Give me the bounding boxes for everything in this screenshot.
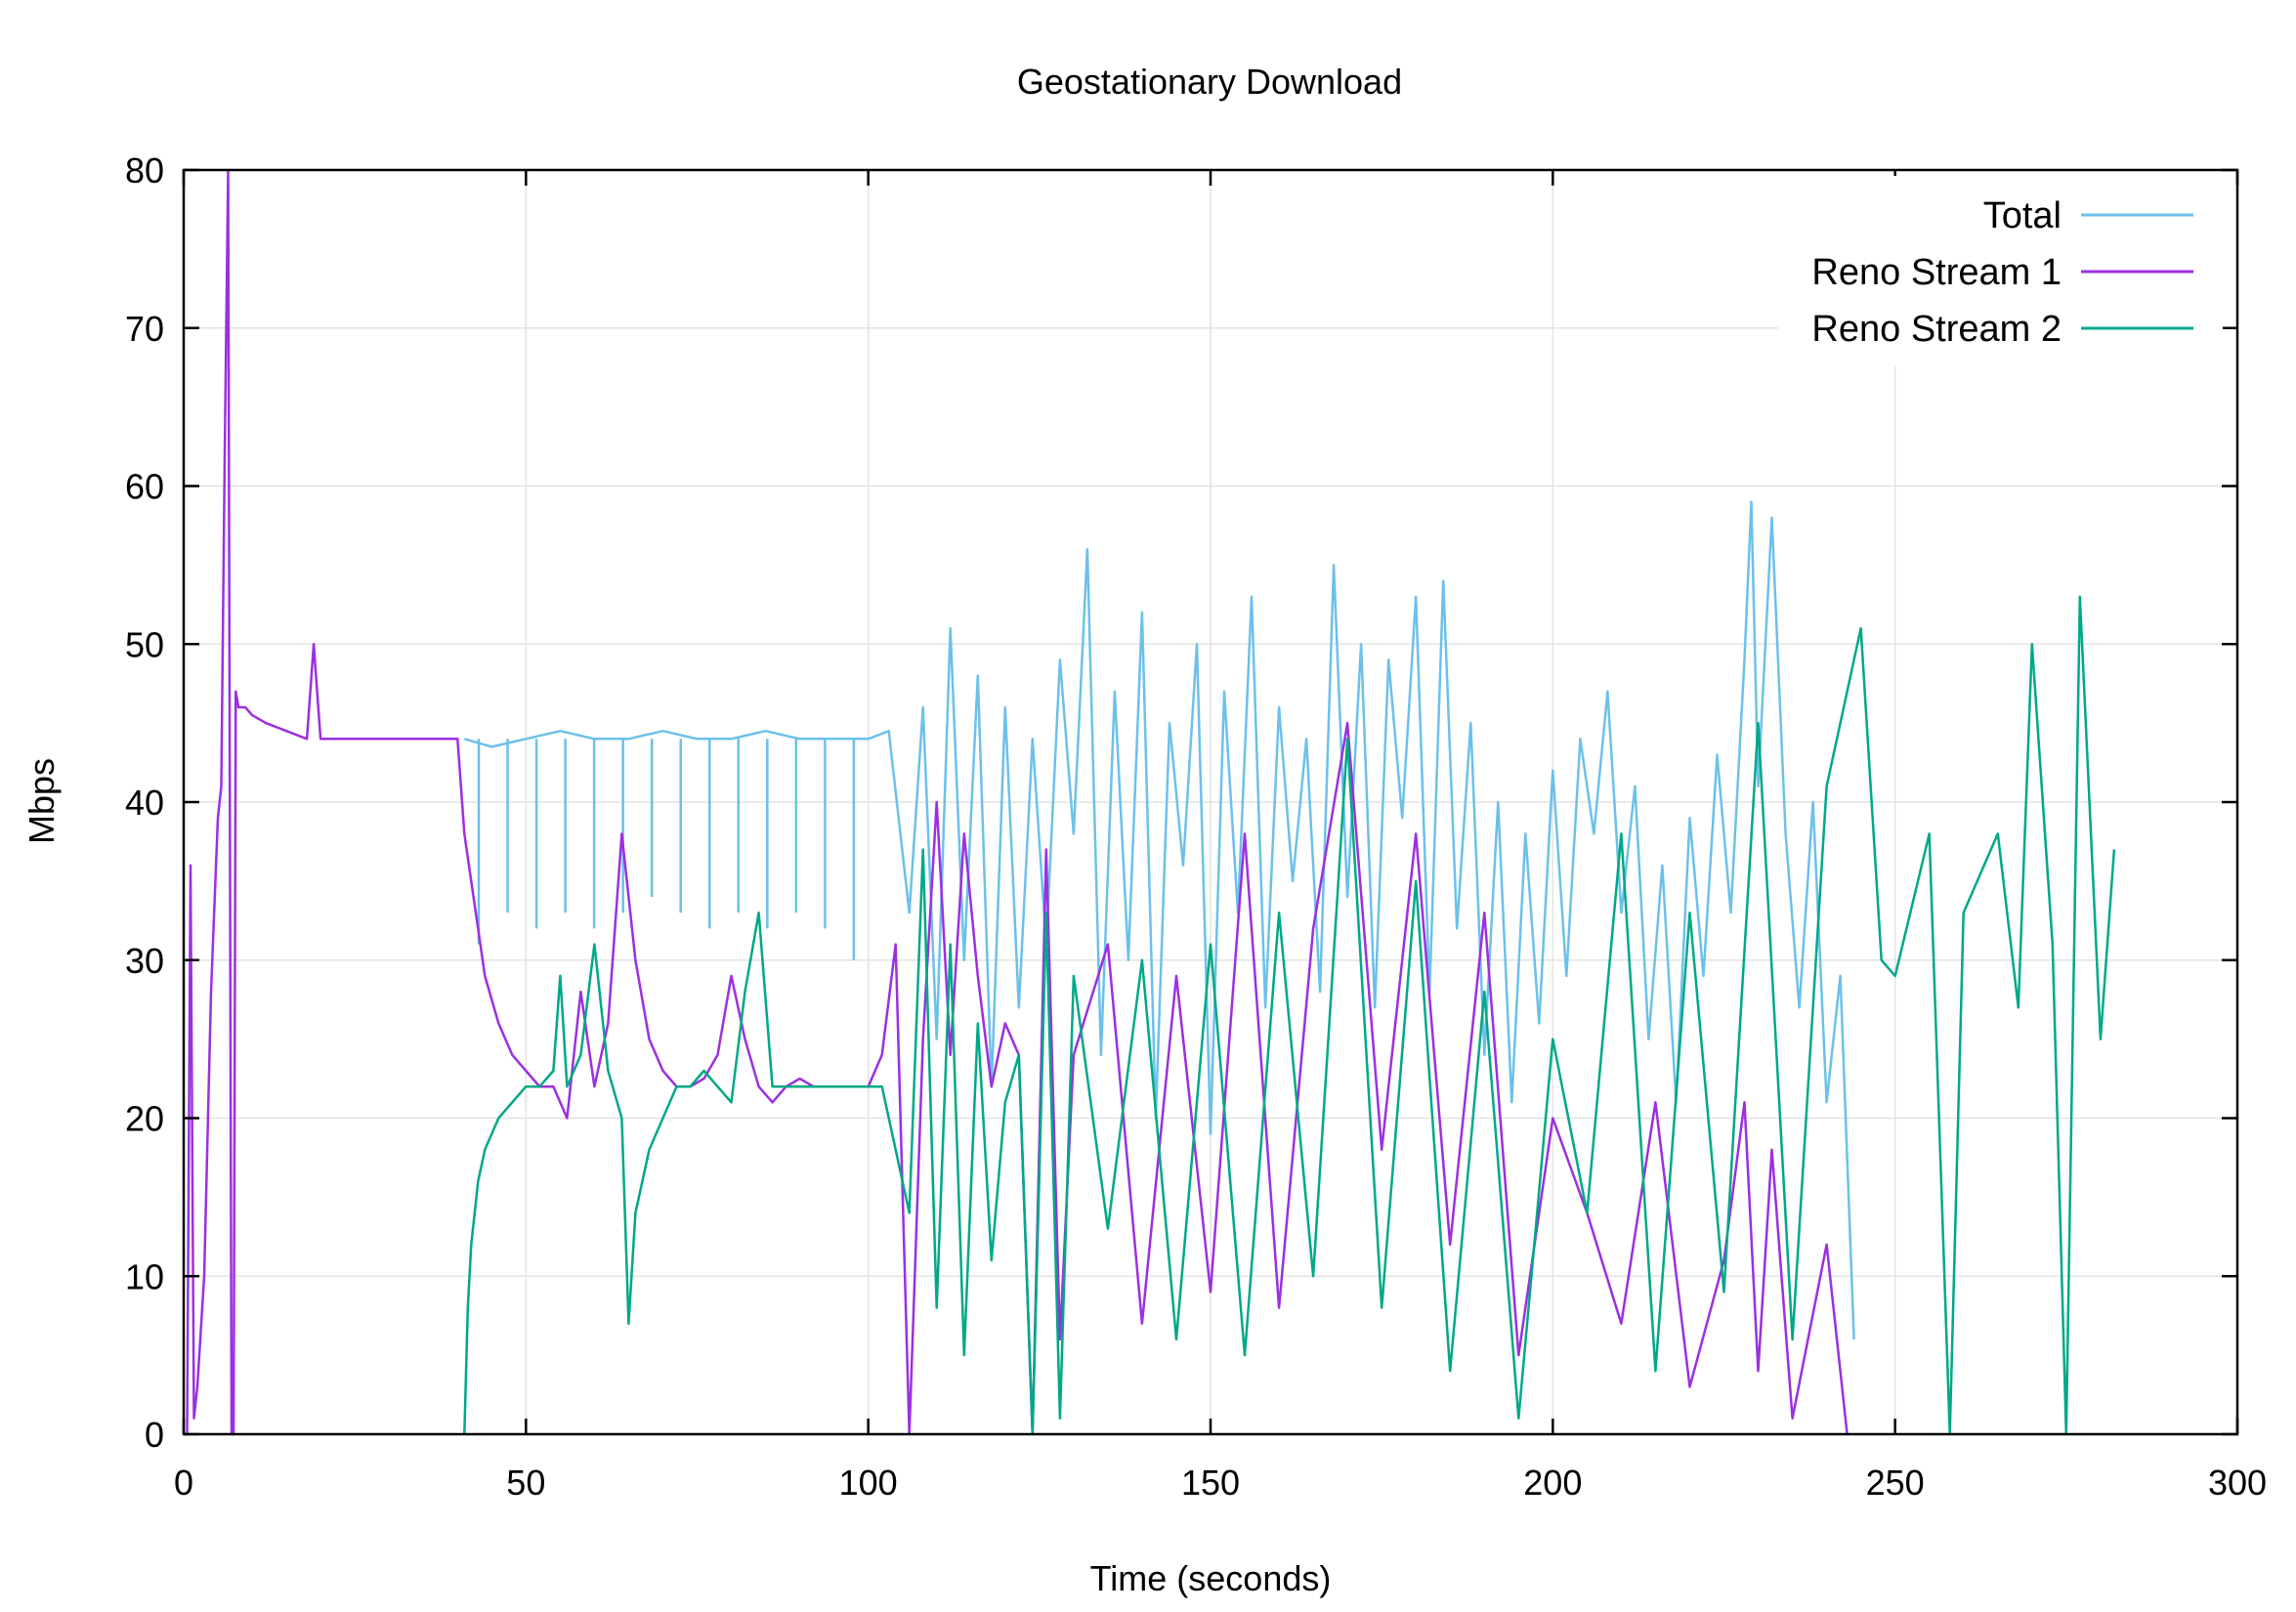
- x-axis-label: Time (seconds): [1090, 1558, 1332, 1598]
- series-layer: [186, 168, 2116, 1436]
- reno-stream-2-line: [463, 595, 2116, 1436]
- x-tick-label: 0: [174, 1463, 193, 1503]
- y-tick-label: 40: [125, 783, 164, 823]
- x-tick-label: 250: [1866, 1463, 1925, 1503]
- y-axis-label: Mbps: [21, 758, 62, 844]
- x-tick-label: 200: [1523, 1463, 1582, 1503]
- y-tick-label: 30: [125, 941, 164, 981]
- legend-label: Total: [1983, 195, 2062, 236]
- x-tick-label: 150: [1181, 1463, 1240, 1503]
- y-tick-label: 50: [125, 624, 164, 664]
- x-tick-label: 100: [839, 1463, 898, 1503]
- y-tick-label: 60: [125, 467, 164, 507]
- chart-title: Geostationary Download: [1017, 62, 1402, 102]
- legend: Total Reno Stream 1 Reno Stream 2: [1778, 176, 2223, 365]
- y-tick-label: 20: [125, 1099, 164, 1139]
- y-tick-label: 80: [125, 150, 164, 191]
- x-tick-label: 50: [506, 1463, 545, 1503]
- legend-label: Reno Stream 2: [1811, 309, 2062, 350]
- axis-ticks: 0 50 100 150 200 250 300 0 10 20 30 40 50 60 70 80: [125, 150, 2267, 1503]
- y-tick-label: 0: [145, 1415, 164, 1455]
- reno-stream-1-line: [186, 168, 1849, 1436]
- grid-lines: [183, 169, 2238, 1435]
- y-tick-label: 70: [125, 309, 164, 349]
- y-tick-label: 10: [125, 1256, 164, 1296]
- legend-label: Reno Stream 1: [1811, 252, 2062, 293]
- x-tick-label: 300: [2208, 1463, 2267, 1503]
